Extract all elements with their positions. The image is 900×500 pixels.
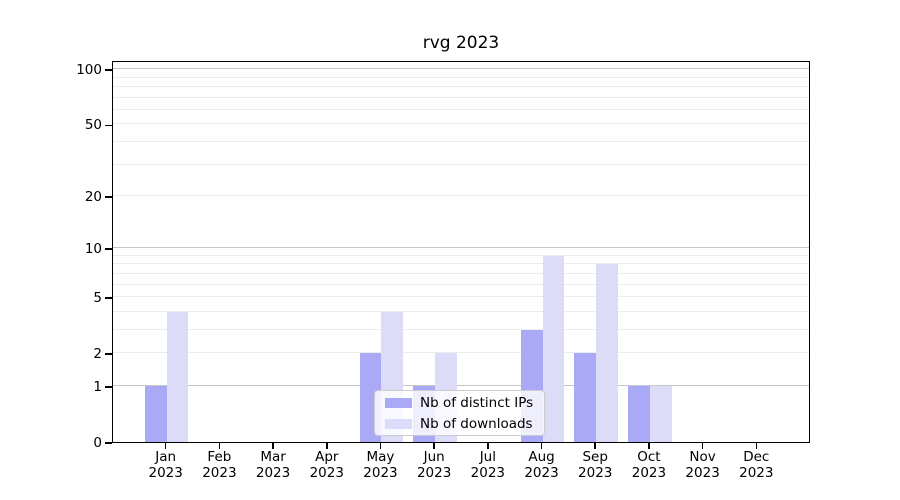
x-axis-label: Jul 2023: [470, 449, 506, 481]
x-axis-tick: [433, 443, 435, 449]
legend-label-distinct-ips: Nb of distinct IPs: [420, 394, 534, 411]
minor-gridline: [113, 96, 809, 98]
y-axis-label: 5: [93, 290, 102, 307]
x-axis-tick: [701, 443, 704, 449]
x-axis-label: May 2023: [363, 449, 398, 481]
major-gridline: [113, 385, 809, 386]
minor-gridline: [113, 85, 809, 87]
x-axis-label: Mar 2023: [255, 449, 291, 481]
x-axis-label: Jun 2023: [416, 449, 452, 481]
minor-gridline: [113, 163, 809, 165]
x-axis-tick: [272, 443, 274, 449]
legend-label-downloads: Nb of downloads: [420, 415, 533, 432]
minor-gridline: [113, 272, 809, 274]
x-axis-tick: [594, 443, 596, 449]
x-axis-tick: [218, 443, 221, 449]
bar-downloads: [166, 311, 189, 442]
y-axis-label: 0: [93, 435, 102, 451]
bar-downloads: [596, 264, 618, 442]
x-axis-label: Aug 2023: [524, 449, 559, 481]
minor-gridline: [113, 254, 809, 256]
legend-entry-distinct-ips: Nb of distinct IPs: [385, 395, 544, 411]
y-axis-label: 2: [93, 346, 102, 363]
x-axis-label: Sep 2023: [578, 449, 613, 481]
bar-distinct-ips: [144, 386, 167, 442]
bar-downloads: [542, 255, 565, 442]
major-gridline: [113, 68, 809, 70]
minor-gridline: [113, 123, 809, 125]
legend: Nb of distinct IPs Nb of downloads: [374, 390, 545, 436]
x-axis-tick: [648, 443, 650, 449]
y-axis-tick: [105, 297, 112, 299]
x-axis-label: Feb 2023: [202, 449, 237, 481]
minor-gridline: [113, 195, 809, 196]
minor-gridline: [113, 140, 809, 142]
legend-swatch-downloads: [385, 418, 412, 429]
y-axis-tick: [105, 69, 112, 71]
y-axis-label: 100: [76, 62, 102, 79]
minor-gridline: [113, 296, 809, 298]
legend-swatch-distinct-ips: [385, 397, 412, 408]
bar-distinct-ips: [574, 353, 597, 442]
bar-distinct-ips: [628, 386, 650, 442]
x-axis-tick: [487, 443, 489, 449]
y-axis-tick: [105, 353, 112, 355]
minor-gridline: [113, 76, 809, 78]
x-axis-tick: [379, 443, 382, 449]
y-axis-label: 1: [93, 378, 102, 395]
minor-gridline: [113, 352, 809, 354]
y-axis-label: 50: [84, 117, 102, 134]
plot-area: [112, 61, 810, 443]
legend-entry-downloads: Nb of downloads: [385, 416, 544, 432]
x-axis-tick: [164, 443, 167, 449]
y-axis-tick: [105, 442, 112, 444]
bar-downloads: [649, 386, 672, 442]
x-axis-tick: [326, 443, 328, 449]
x-axis-label: Dec 2023: [739, 449, 774, 481]
y-axis-tick: [105, 248, 112, 250]
minor-gridline: [113, 283, 809, 285]
chart-title: rvg 2023: [422, 33, 500, 53]
y-axis-label: 10: [84, 241, 102, 258]
x-axis-label: Nov 2023: [685, 449, 720, 481]
minor-gridline: [113, 328, 809, 330]
x-axis-tick: [540, 443, 543, 449]
x-axis-label: Apr 2023: [309, 449, 344, 481]
y-axis-label: 20: [84, 188, 102, 205]
minor-gridline: [113, 263, 809, 265]
x-axis-label: Oct 2023: [631, 449, 667, 481]
y-axis-tick: [105, 196, 112, 198]
x-axis-tick: [755, 443, 758, 449]
major-gridline: [113, 247, 809, 249]
minor-gridline: [113, 108, 809, 110]
y-axis-tick: [105, 124, 112, 127]
minor-gridline: [113, 310, 809, 312]
x-axis-label: Jan 2023: [148, 449, 183, 481]
y-axis-tick: [105, 386, 112, 388]
